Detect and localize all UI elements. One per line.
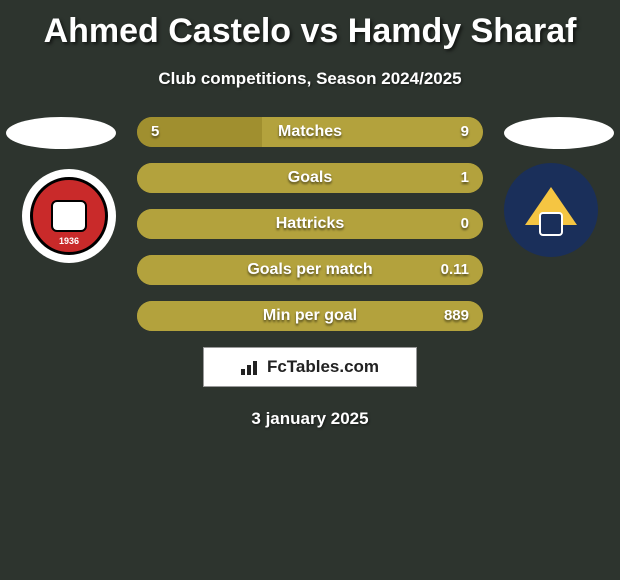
- stat-label: Hattricks: [137, 209, 483, 239]
- page-title: Ahmed Castelo vs Hamdy Sharaf: [0, 0, 620, 51]
- stat-row: Hattricks0: [137, 209, 483, 239]
- left-team-logo: 1936: [22, 169, 116, 263]
- stat-value-right: 889: [444, 301, 469, 331]
- stat-label: Matches: [137, 117, 483, 147]
- right-team-logo: [504, 163, 598, 257]
- stat-label: Goals: [137, 163, 483, 193]
- comparison-area: 1936 Matches5 9 Goals1 Hattricks0 Goals per …: [0, 117, 620, 331]
- stat-row: Goals per match0.11: [137, 255, 483, 285]
- date-label: 3 january 2025: [0, 409, 620, 429]
- right-platform-ellipse: [504, 117, 614, 149]
- stat-value-left: 5: [151, 117, 159, 147]
- stat-label: Goals per match: [137, 255, 483, 285]
- stat-value-right: 0: [461, 209, 469, 239]
- brand-box[interactable]: FcTables.com: [203, 347, 417, 387]
- stat-label: Min per goal: [137, 301, 483, 331]
- stat-value-right: 1: [461, 163, 469, 193]
- stat-bars: Matches5 9 Goals1 Hattricks0 Goals per match…: [137, 117, 483, 331]
- subtitle: Club competitions, Season 2024/2025: [0, 69, 620, 89]
- stat-value-right: 9: [461, 117, 469, 147]
- left-platform-ellipse: [6, 117, 116, 149]
- bars-icon: [241, 359, 261, 375]
- stat-value-right: 0.11: [441, 255, 469, 285]
- stat-row: Goals1: [137, 163, 483, 193]
- brand-text: FcTables.com: [267, 357, 379, 377]
- left-logo-year: 1936: [59, 236, 79, 246]
- stat-row: Matches5 9: [137, 117, 483, 147]
- stat-row: Min per goal889: [137, 301, 483, 331]
